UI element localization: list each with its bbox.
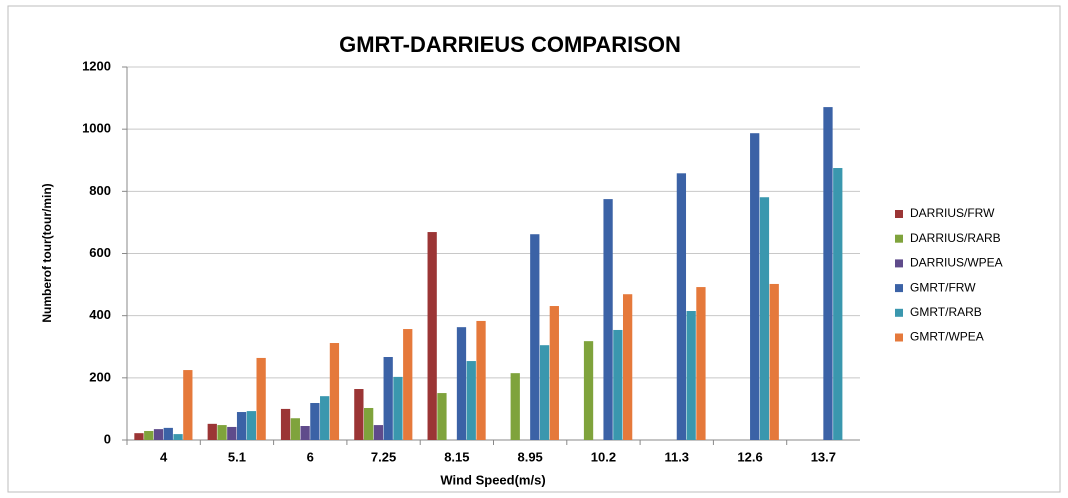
- legend-swatch: [895, 210, 903, 218]
- legend-swatch: [895, 333, 903, 342]
- bar: [256, 357, 266, 440]
- bar: [696, 287, 706, 440]
- bar: [622, 294, 633, 440]
- y-axis-label: Numberof tour(tour/min): [40, 183, 54, 322]
- bar: [686, 311, 696, 440]
- bar: [750, 133, 760, 440]
- legend-label: GMRT/RARB: [910, 305, 982, 319]
- bar: [383, 357, 393, 440]
- bar: [583, 341, 594, 440]
- legend-label: GMRT/FRW: [910, 280, 976, 294]
- bar: [437, 393, 447, 440]
- x-tick-label: 8.15: [444, 449, 469, 464]
- bar: [207, 423, 217, 440]
- bar: [393, 376, 403, 440]
- bar: [310, 403, 320, 440]
- bar: [403, 329, 413, 440]
- y-tick-label: 1200: [82, 58, 111, 73]
- bar: [759, 197, 770, 440]
- x-tick-label: 4: [160, 449, 168, 464]
- bar: [603, 199, 613, 440]
- x-tick-label: 5.1: [228, 449, 246, 464]
- legend-label: DARRIUS/FRW: [910, 206, 995, 220]
- bar: [427, 232, 437, 440]
- bar: [549, 306, 559, 440]
- legend-swatch: [895, 234, 903, 243]
- y-tick-label: 400: [89, 307, 111, 322]
- x-tick-label: 6: [307, 449, 314, 464]
- bar: [173, 434, 183, 440]
- bar: [236, 412, 247, 440]
- x-tick-label: 10.2: [591, 449, 616, 464]
- bar: [769, 283, 779, 440]
- bar: [183, 370, 193, 440]
- bar: [320, 396, 330, 440]
- x-axis-label: Wind Speed(m/s): [440, 472, 545, 487]
- bar: [833, 168, 843, 441]
- bar: [373, 425, 384, 440]
- bar: [456, 327, 467, 440]
- legend-label: DARRIUS/RARB: [910, 231, 1001, 245]
- bar: [354, 389, 364, 440]
- legend-label: DARRIUS/WPEA: [910, 256, 1003, 270]
- x-tick-label: 7.25: [371, 449, 396, 464]
- bar: [227, 426, 237, 440]
- y-tick-label: 800: [89, 183, 111, 198]
- bar: [163, 427, 173, 440]
- legend-swatch: [895, 259, 903, 268]
- bar: [510, 373, 520, 440]
- y-tick-label: 1000: [82, 121, 111, 136]
- bar: [280, 408, 291, 440]
- bar: [364, 407, 374, 440]
- legend-swatch: [895, 284, 903, 293]
- bar: [290, 418, 300, 440]
- y-tick-label: 600: [89, 245, 111, 260]
- y-tick-label: 0: [104, 431, 111, 446]
- bar: [530, 234, 540, 440]
- x-tick-label: 11.3: [664, 449, 689, 464]
- bar: [300, 426, 310, 440]
- bar: [823, 107, 833, 440]
- legend-label: GMRT/WPEA: [910, 330, 984, 344]
- y-tick-label: 200: [89, 369, 111, 384]
- bar: [246, 411, 256, 440]
- bar: [539, 345, 550, 440]
- bar: [217, 425, 227, 440]
- x-tick-label: 13.7: [811, 449, 836, 464]
- bar: [153, 429, 164, 440]
- x-tick-label: 8.95: [517, 449, 542, 464]
- bar: [476, 320, 486, 440]
- x-tick-label: 12.6: [737, 449, 762, 464]
- bar: [466, 361, 476, 440]
- bar: [144, 430, 154, 440]
- bar: [134, 433, 144, 440]
- chart-title: GMRT-DARRIEUS COMPARISON: [339, 32, 681, 57]
- bar: [676, 173, 687, 440]
- legend-swatch: [895, 308, 903, 317]
- bar: [613, 329, 623, 440]
- bar: [329, 343, 340, 440]
